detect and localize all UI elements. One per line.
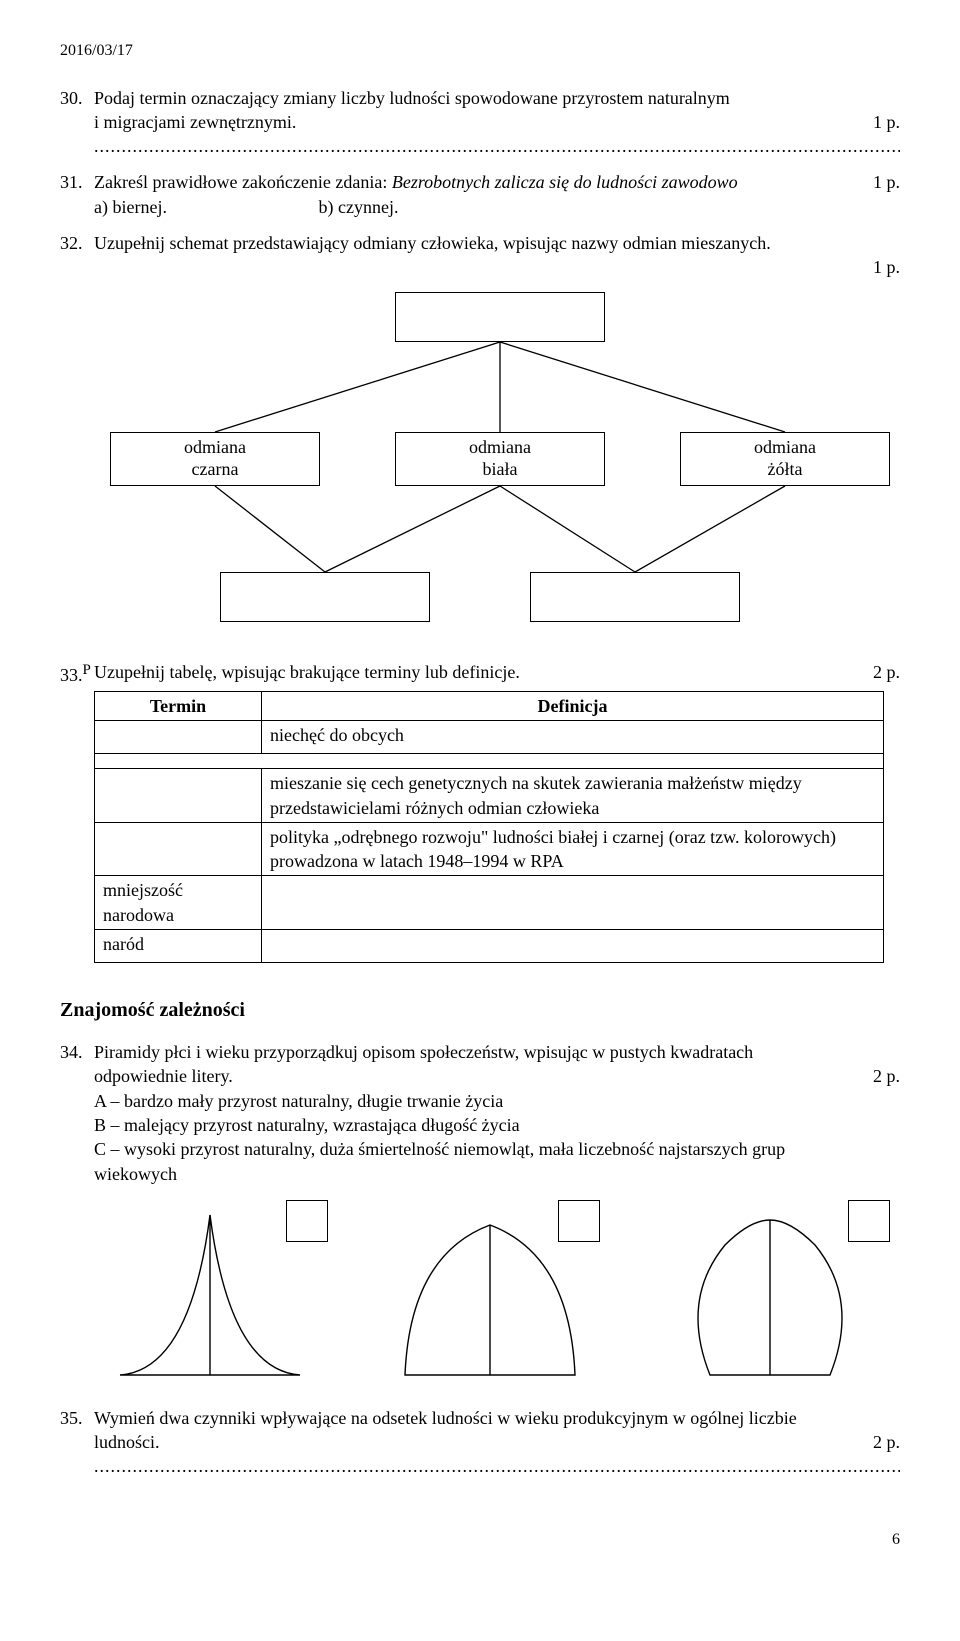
q34-option-a: A – bardzo mały przyrost naturalny, dług…	[94, 1089, 900, 1113]
q35-line1: Wymień dwa czynniki wpływające na odsete…	[94, 1408, 797, 1428]
q33-num: 33.P	[60, 660, 94, 687]
diagram-human-varieties: odmianaczarna odmianabiała odmianażółta	[110, 292, 890, 652]
q30-points: 1 p.	[873, 110, 900, 134]
q33-text: Uzupełnij tabelę, wpisując brakujące ter…	[94, 662, 520, 682]
q34-line1: Piramidy płci i wieku przyporządkuj opis…	[94, 1042, 753, 1062]
table-row[interactable]	[95, 721, 262, 754]
q32-text: Uzupełnij schemat przedstawiający odmian…	[94, 233, 771, 253]
table-row[interactable]	[262, 930, 884, 963]
table-row: polityka „odrębnego rozwoju" ludności bi…	[262, 822, 884, 876]
q35-num: 35.	[60, 1406, 94, 1455]
table-row: naród	[95, 930, 262, 963]
q31-option-a[interactable]: a) biernej.	[94, 195, 314, 219]
diagram-box-bottom-left[interactable]	[220, 572, 430, 622]
q30-answer-line[interactable]: ........................................…	[94, 134, 900, 158]
question-30: 30. Podaj termin oznaczający zmiany licz…	[60, 86, 900, 159]
table-row: mieszanie się cech genetycznych na skute…	[262, 769, 884, 823]
diagram-box-black: odmianaczarna	[110, 432, 320, 486]
q31-points: 1 p.	[873, 170, 900, 194]
q31-text: Zakreśl prawidłowe zakończenie zdania:	[94, 172, 392, 192]
table-header-def: Definicja	[262, 691, 884, 720]
q34-option-c-l2: wiekowych	[94, 1162, 900, 1186]
pyramid-2	[390, 1200, 610, 1380]
question-32: 32. Uzupełnij schemat przedstawiający od…	[60, 231, 900, 280]
page-number: 6	[60, 1529, 900, 1551]
term-definition-table: Termin Definicja niechęć do obcych miesz…	[94, 691, 884, 963]
q35-answer-line[interactable]: ........................................…	[94, 1454, 900, 1478]
q32-points: 1 p.	[873, 257, 900, 277]
section-heading: Znajomość zależności	[60, 997, 900, 1024]
q31-num: 31.	[60, 170, 94, 194]
q34-line2: odpowiednie litery.	[94, 1066, 233, 1086]
q31-option-b[interactable]: b) czynnej.	[319, 197, 399, 217]
q35-points: 2 p.	[873, 1430, 900, 1454]
pyramid-3	[670, 1200, 890, 1380]
table-row: niechęć do obcych	[262, 721, 884, 754]
table-header-term: Termin	[95, 691, 262, 720]
q34-option-c-l1: C – wysoki przyrost naturalny, duża śmie…	[94, 1137, 900, 1161]
q30-line1: Podaj termin oznaczający zmiany liczby l…	[94, 88, 730, 108]
q34-points: 2 p.	[873, 1064, 900, 1088]
table-row: mniejszość narodowa	[95, 876, 262, 930]
question-33: 33.P Uzupełnij tabelę, wpisując brakując…	[60, 660, 900, 963]
q35-line2: ludności.	[94, 1432, 160, 1452]
q31-italic: Bezrobotnych zalicza się do ludności zaw…	[392, 172, 738, 192]
diagram-box-top[interactable]	[395, 292, 605, 342]
page-date: 2016/03/17	[60, 40, 900, 62]
q32-num: 32.	[60, 231, 94, 280]
table-row[interactable]	[95, 769, 262, 823]
pyramid-1	[110, 1200, 330, 1380]
question-35: 35. Wymień dwa czynniki wpływające na od…	[60, 1406, 900, 1479]
q34-num: 34.	[60, 1040, 94, 1089]
q30-num: 30.	[60, 86, 94, 135]
table-row[interactable]	[262, 876, 884, 930]
q33-points: 2 p.	[873, 660, 900, 684]
diagram-box-yellow: odmianażółta	[680, 432, 890, 486]
pyramid-set	[110, 1200, 900, 1380]
question-34: 34. Piramidy płci i wieku przyporządkuj …	[60, 1040, 900, 1380]
diagram-box-white: odmianabiała	[395, 432, 605, 486]
table-row[interactable]	[95, 822, 262, 876]
q30-line2: i migracjami zewnętrznymi.	[94, 112, 296, 132]
q34-option-b: B – malejący przyrost naturalny, wzrasta…	[94, 1113, 900, 1137]
question-31: 31. Zakreśl prawidłowe zakończenie zdani…	[60, 170, 900, 219]
diagram-box-bottom-right[interactable]	[530, 572, 740, 622]
